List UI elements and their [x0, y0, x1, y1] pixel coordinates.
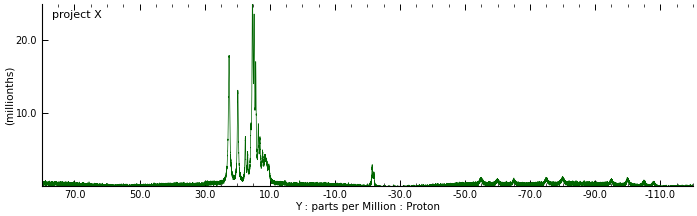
X-axis label: Y : parts per Million : Proton: Y : parts per Million : Proton: [295, 202, 440, 212]
Text: project X: project X: [52, 10, 102, 20]
Y-axis label: (millionths): (millionths): [4, 65, 14, 125]
